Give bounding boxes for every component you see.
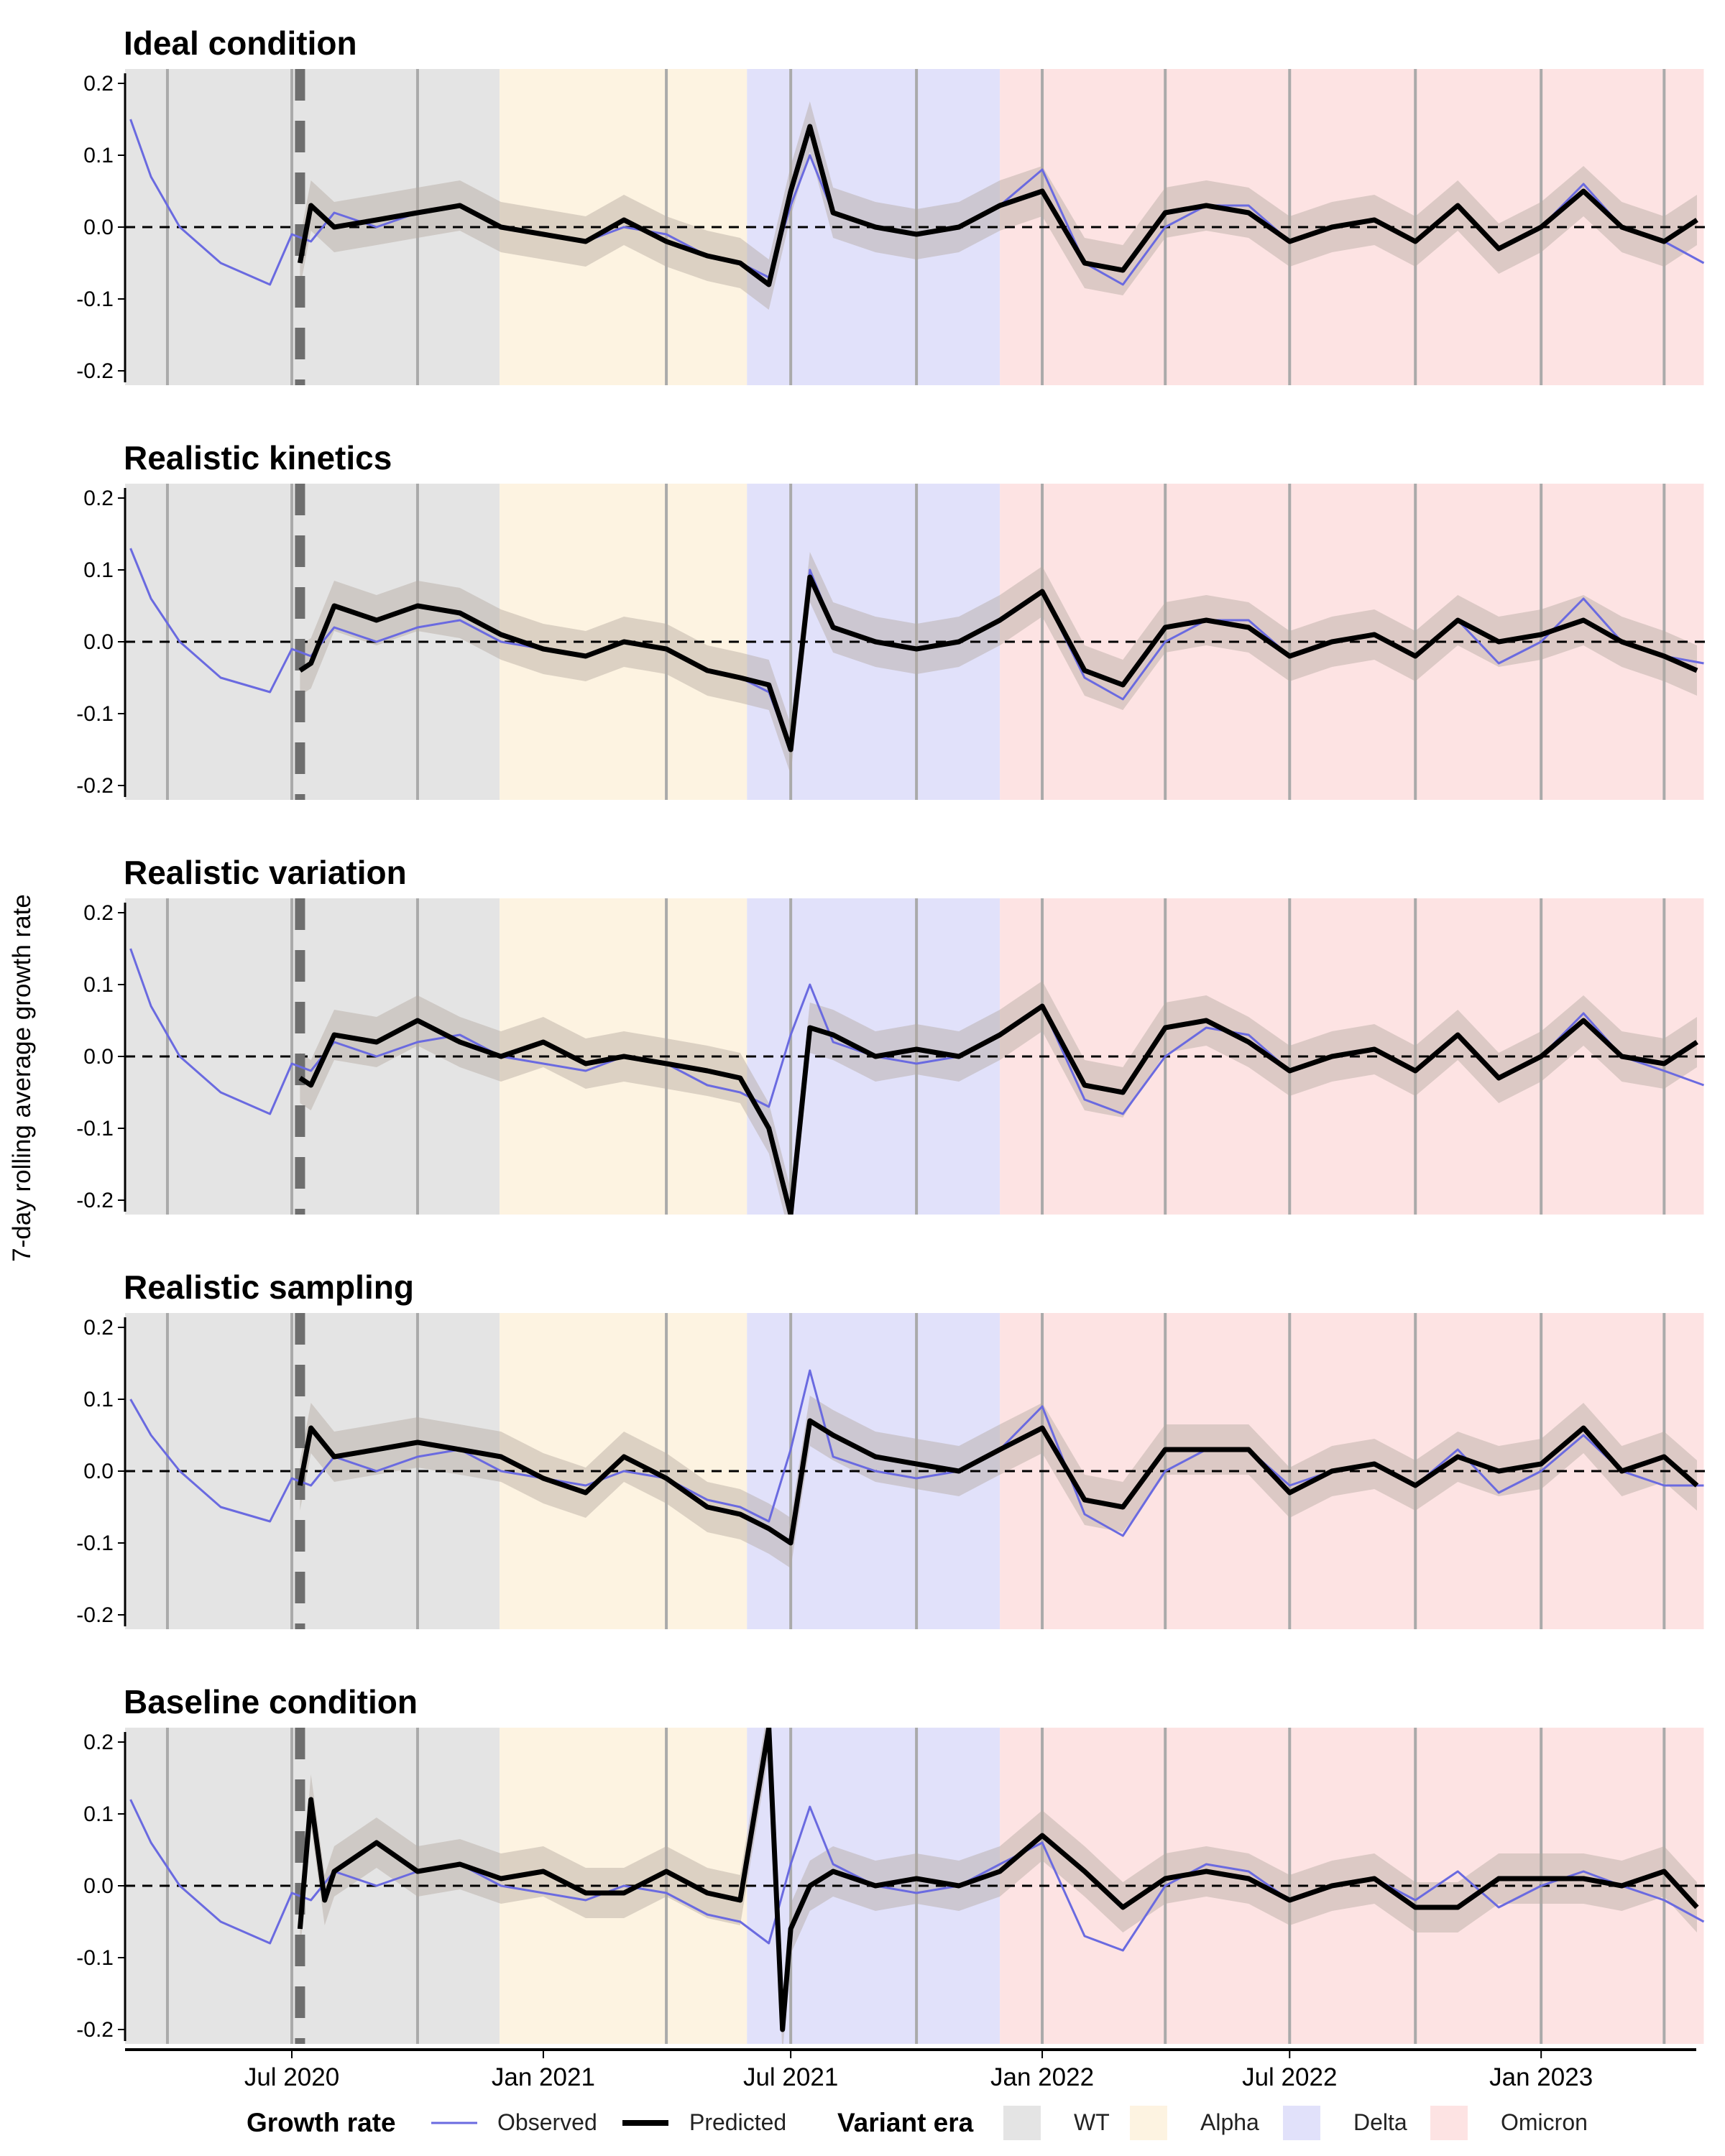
x-tick-label: Jan 2023 [1489,2063,1593,2091]
y-tick-label: 0.0 [83,216,114,239]
y-tick-label: -0.2 [76,1603,114,1627]
legend-title-growth-rate: Growth rate [247,2108,396,2137]
y-tick-label: -0.2 [76,359,114,383]
predicted-line [298,574,1698,752]
y-tick-label: -0.1 [76,1531,114,1555]
y-tick-label: 0.1 [83,1802,114,1826]
panel-4: Realistic sampling -0.2 -0.1 0.0 0.1 0.2 [76,1268,1711,1629]
x-tick-label: Jul 2021 [743,2063,838,2091]
predicted-line [297,1418,1699,1546]
prediction-ribbon [300,552,1697,775]
legend-key-wt [1003,2106,1041,2140]
x-tick-label: Jan 2021 [492,2063,595,2091]
y-tick-label: -0.1 [76,702,114,726]
panel-3: Realistic variation -0.2 -0.1 0.0 0.1 0.2 [76,854,1711,1215]
y-tick-label: 0.1 [83,973,114,997]
legend-label-observed: Observed [497,2109,597,2135]
y-tick-label: 0.1 [83,1388,114,1411]
y-axis-title: 7-day rolling average growth rate [8,894,36,1262]
y-tick-label: 0.0 [83,1874,114,1898]
x-tick-label: Jan 2022 [990,2063,1094,2091]
legend-key-alpha [1130,2106,1167,2140]
y-tick-label: -0.2 [76,1189,114,1212]
panel-2: Realistic kinetics -0.2 -0.1 0.0 0.1 0.2 [76,439,1711,800]
y-tick-label: -0.1 [76,287,114,311]
y-tick-label: 0.0 [83,1460,114,1483]
panels: Ideal condition-0.2-0.10.00.10.2Realisti… [76,24,1711,2044]
x-tick-label: Jul 2022 [1242,2063,1337,2091]
y-tick-label: 0.1 [83,558,114,582]
predicted-line [297,124,1698,287]
y-tick-label: 0.2 [83,1731,114,1754]
predicted-line [297,1728,1699,2032]
panel-title: Realistic sampling [124,1268,414,1306]
legend: Growth rate Observed Predicted Variant e… [247,2106,1588,2140]
y-tick-label: -0.2 [76,774,114,798]
legend-label-predicted: Predicted [689,2109,786,2135]
y-tick-label: -0.1 [76,1117,114,1141]
panel-title: Baseline condition [124,1683,418,1720]
y-tick-label: 0.2 [83,901,114,925]
y-tick-label: 0.2 [83,1316,114,1340]
y-tick-label: 0.2 [83,487,114,510]
x-axis: Jul 2020 Jan 2021 Jul 2021 Jan 2022 Jul 2022… [125,2048,1696,2091]
y-tick-label: -0.2 [76,2018,114,2042]
legend-title-variant-era: Variant era [837,2108,974,2137]
prediction-ribbon [300,981,1697,1215]
y-tick-label: 0.2 [83,72,114,96]
predicted-line [298,1003,1698,1215]
legend-label-alpha: Alpha [1200,2109,1259,2135]
prediction-ribbon [300,1728,1697,2044]
panel-title: Realistic kinetics [124,439,392,476]
legend-label-delta: Delta [1353,2109,1407,2135]
panel-title: Realistic variation [124,854,407,891]
legend-key-omicron [1430,2106,1468,2140]
y-tick-label: 0.0 [83,1045,114,1069]
y-tick-label: 0.0 [83,630,114,654]
x-tick-label: Jul 2020 [244,2063,339,2091]
panel-title: Ideal condition [124,24,357,62]
panel-5: Baseline condition -0.2 -0.1 0.0 0.1 0.2 [76,1683,1711,2044]
legend-label-wt: WT [1074,2109,1110,2135]
y-tick-label: 0.1 [83,144,114,167]
legend-label-omicron: Omicron [1501,2109,1588,2135]
legend-key-delta [1283,2106,1320,2140]
panel-1: Ideal condition -0.2 -0.1 0.0 0.1 0.2 [76,24,1711,385]
y-tick-label: -0.1 [76,1946,114,1970]
